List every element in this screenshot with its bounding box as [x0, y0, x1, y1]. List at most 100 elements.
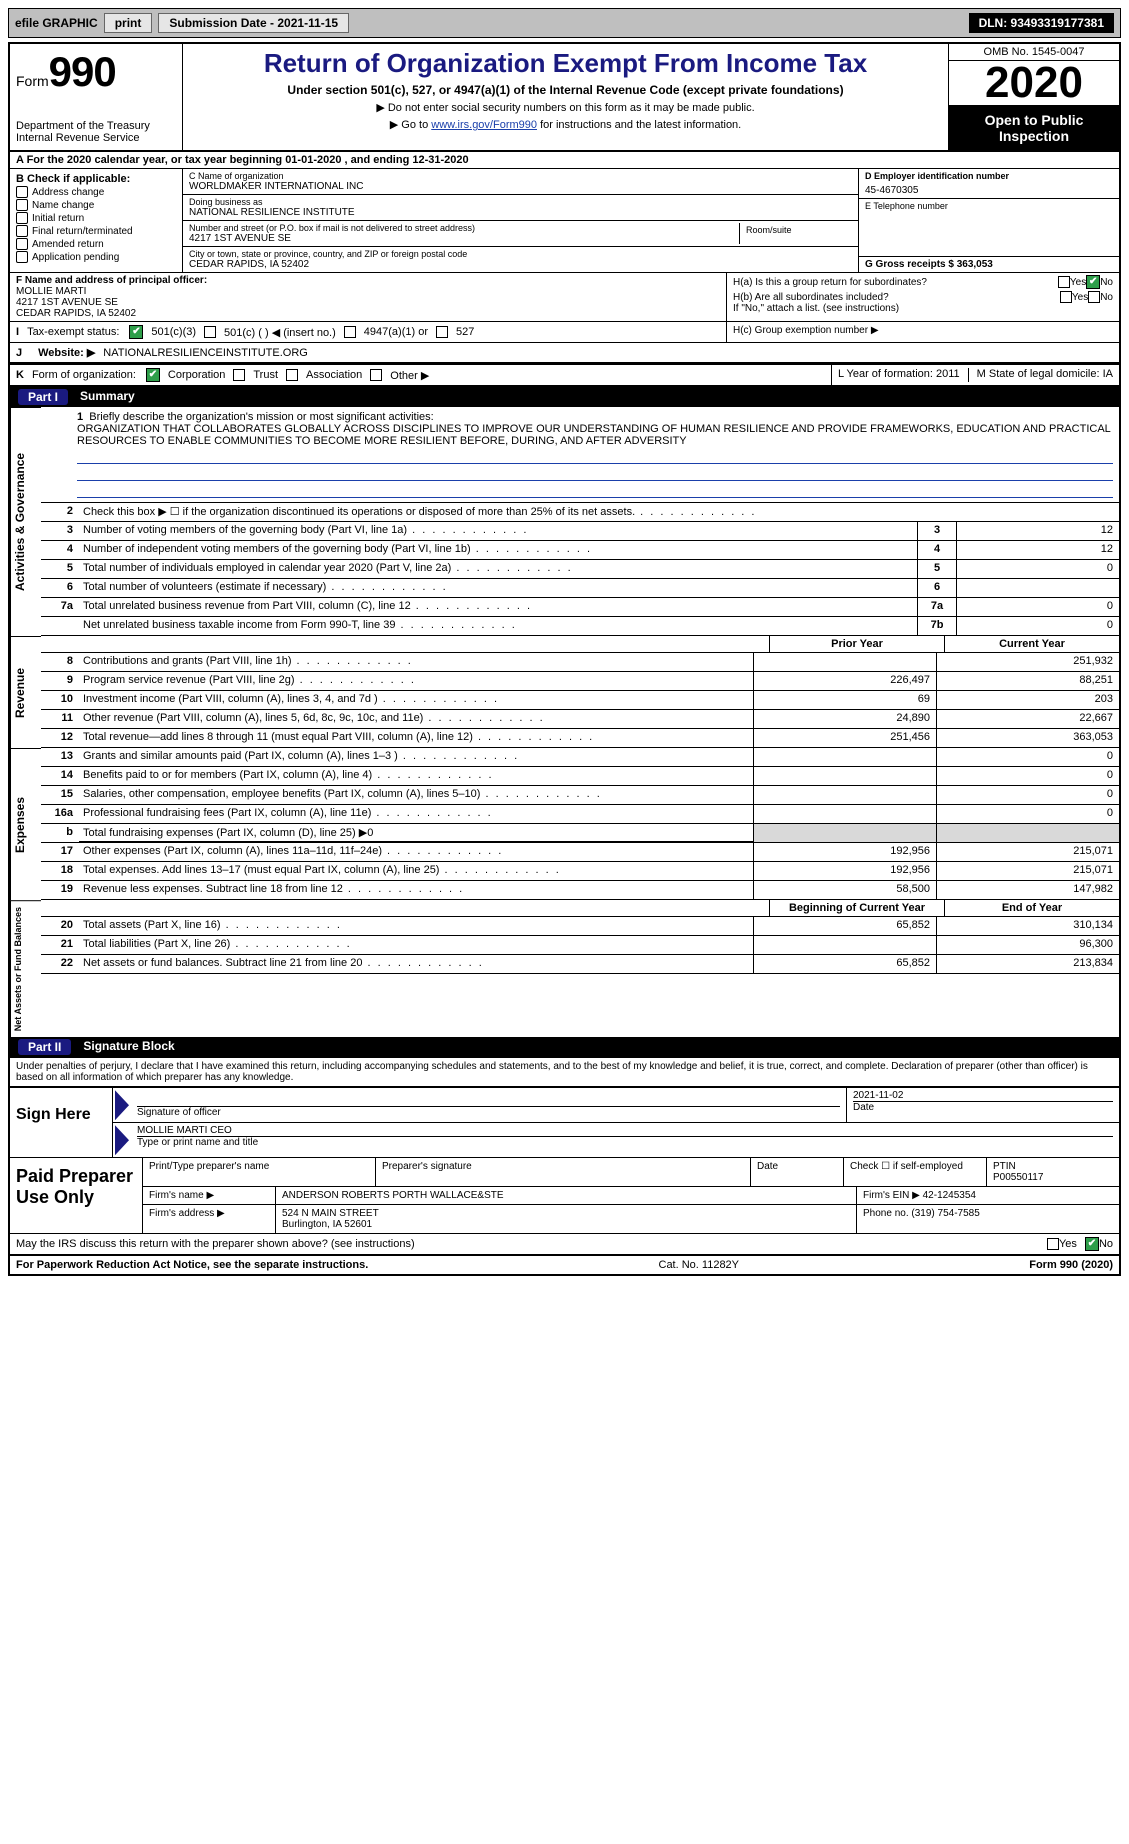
dba-name: NATIONAL RESILIENCE INSTITUTE — [189, 207, 852, 218]
chk-other[interactable] — [370, 369, 382, 381]
prior-val — [753, 936, 936, 954]
row-k: K Form of organization: ✔ Corporation Tr… — [10, 365, 832, 385]
prior-val: 226,497 — [753, 672, 936, 690]
line-num: 5 — [41, 560, 79, 578]
ha-yes-chk[interactable] — [1058, 276, 1070, 288]
dln-label: DLN: 93493319177381 — [969, 13, 1114, 33]
chk-final-return[interactable] — [16, 225, 28, 237]
chk-assoc[interactable] — [286, 369, 298, 381]
summary-line: 16aProfessional fundraising fees (Part I… — [41, 805, 1119, 824]
print-button[interactable]: print — [104, 13, 153, 33]
hb-yes-chk[interactable] — [1060, 291, 1072, 303]
printed-name-label: Type or print name and title — [137, 1136, 1113, 1148]
prior-val: 24,890 — [753, 710, 936, 728]
summary-line: 22Net assets or fund balances. Subtract … — [41, 955, 1119, 974]
summary-line: Net unrelated business taxable income fr… — [41, 617, 1119, 636]
line-value: 12 — [956, 522, 1119, 540]
part-2-title: Signature Block — [83, 1039, 174, 1055]
chk-address-change[interactable] — [16, 186, 28, 198]
ha-yes-lbl: Yes — [1070, 277, 1086, 288]
chk-527[interactable] — [436, 326, 448, 338]
line-num: 21 — [41, 936, 79, 954]
summary-line: 19Revenue less expenses. Subtract line 1… — [41, 881, 1119, 900]
line-num: 13 — [41, 748, 79, 766]
line-num: 17 — [41, 843, 79, 861]
chk-name-change[interactable] — [16, 199, 28, 211]
chk-501c[interactable] — [204, 326, 216, 338]
lbl-final-return: Final return/terminated — [32, 226, 133, 237]
line-num: 12 — [41, 729, 79, 747]
prior-year-hdr: Prior Year — [769, 636, 944, 652]
prior-val: 69 — [753, 691, 936, 709]
sig-arrow-icon-2 — [115, 1125, 129, 1155]
line-text: Number of independent voting members of … — [79, 541, 917, 559]
prior-val: 192,956 — [753, 862, 936, 880]
mission-num: 1 — [77, 411, 83, 423]
prior-val: 192,956 — [753, 843, 936, 861]
chk-corp[interactable]: ✔ — [146, 368, 160, 382]
chk-initial-return[interactable] — [16, 212, 28, 224]
line-text: Total liabilities (Part X, line 26) — [79, 936, 753, 954]
curr-val: 147,982 — [936, 881, 1119, 899]
submission-date-button[interactable]: Submission Date - 2021-11-15 — [158, 13, 349, 33]
chk-app-pending[interactable] — [16, 251, 28, 263]
summary-line: 6Total number of volunteers (estimate if… — [41, 579, 1119, 598]
prep-date-hdr: Date — [751, 1158, 844, 1186]
discuss-yes-chk[interactable] — [1047, 1238, 1059, 1250]
hb-note: If "No," attach a list. (see instruction… — [733, 303, 1113, 314]
hb-no-chk[interactable] — [1088, 291, 1100, 303]
lbl-assoc: Association — [306, 369, 362, 381]
section-f-h: F Name and address of principal officer:… — [10, 273, 1119, 322]
line-text: Total unrelated business revenue from Pa… — [79, 598, 917, 616]
header-left: Form990 Department of the Treasury Inter… — [10, 44, 183, 150]
line-num: 7a — [41, 598, 79, 616]
header-middle: Return of Organization Exempt From Incom… — [183, 44, 948, 150]
section-b-title: B Check if applicable: — [16, 173, 176, 185]
chk-trust[interactable] — [233, 369, 245, 381]
gross-receipts: G Gross receipts $ 363,053 — [865, 259, 1113, 270]
pra-notice: For Paperwork Reduction Act Notice, see … — [16, 1259, 368, 1271]
current-year-hdr: Current Year — [944, 636, 1119, 652]
line-num: b — [41, 824, 79, 842]
line-num: 15 — [41, 786, 79, 804]
officer-name: MOLLIE MARTI — [16, 286, 720, 297]
line-cell-ref: 5 — [917, 560, 956, 578]
lbl-other: Other ▶ — [390, 369, 429, 382]
part-1-tab: Part I — [18, 389, 68, 405]
line-text: Investment income (Part VIII, column (A)… — [79, 691, 753, 709]
line-num: 4 — [41, 541, 79, 559]
sig-date: 2021-11-02 — [853, 1090, 1113, 1101]
chk-501c3[interactable]: ✔ — [129, 325, 143, 339]
summary-line: 14Benefits paid to or for members (Part … — [41, 767, 1119, 786]
firm-ein-label: Firm's EIN ▶ — [863, 1190, 920, 1201]
discuss-no-lbl: No — [1099, 1238, 1113, 1250]
state-domicile: M State of legal domicile: IA — [969, 368, 1113, 382]
penalty-statement: Under penalties of perjury, I declare th… — [10, 1057, 1119, 1086]
hc-label: H(c) Group exemption number ▶ — [727, 322, 1119, 342]
chk-amended[interactable] — [16, 238, 28, 250]
ha-no-chk[interactable]: ✔ — [1086, 275, 1100, 289]
note2-post: for instructions and the latest informat… — [537, 119, 741, 131]
form-prefix: Form — [16, 73, 49, 89]
form-title: Return of Organization Exempt From Incom… — [191, 48, 940, 79]
discuss-no-chk[interactable]: ✔ — [1085, 1237, 1099, 1251]
header-right: OMB No. 1545-0047 2020 Open to Public In… — [948, 44, 1119, 150]
chk-4947[interactable] — [344, 326, 356, 338]
city-hdr: City or town, state or province, country… — [189, 249, 852, 259]
row-a-tax-year: A For the 2020 calendar year, or tax yea… — [10, 152, 1119, 169]
summary-expenses: Expenses 13Grants and similar amounts pa… — [10, 748, 1119, 900]
open-public-badge: Open to Public Inspection — [949, 106, 1119, 150]
beg-year-hdr: Beginning of Current Year — [769, 900, 944, 916]
firm-name-label: Firm's name ▶ — [143, 1187, 276, 1204]
section-d-e-g: D Employer identification number 45-4670… — [858, 169, 1119, 272]
sig-arrow-icon — [115, 1090, 129, 1120]
website-value: NATIONALRESILIENCEINSTITUTE.ORG — [103, 347, 308, 359]
lbl-527: 527 — [456, 326, 474, 338]
prior-val — [753, 653, 936, 671]
curr-val: 251,932 — [936, 653, 1119, 671]
curr-val: 0 — [936, 786, 1119, 804]
irs-link[interactable]: www.irs.gov/Form990 — [431, 119, 537, 131]
curr-val: 213,834 — [936, 955, 1119, 973]
summary-line: 3Number of voting members of the governi… — [41, 522, 1119, 541]
paid-preparer-label: Paid Preparer Use Only — [10, 1158, 143, 1233]
